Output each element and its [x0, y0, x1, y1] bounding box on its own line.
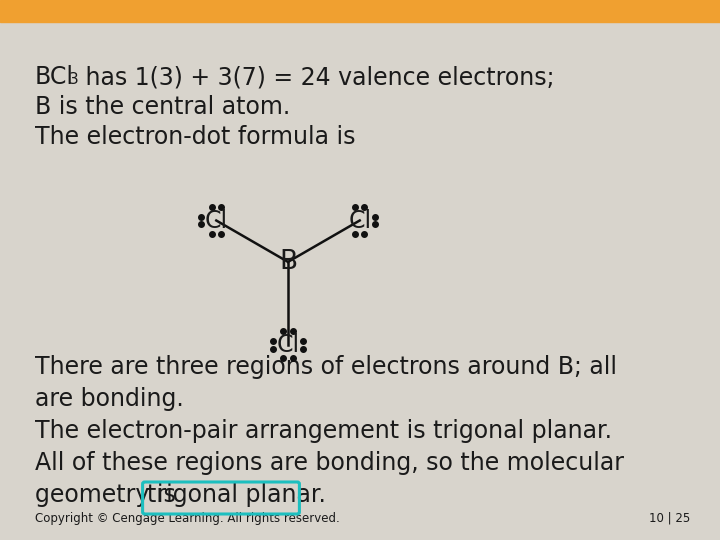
Text: There are three regions of electrons around B; all: There are three regions of electrons aro…	[35, 355, 617, 379]
Text: The electron-dot formula is: The electron-dot formula is	[35, 125, 356, 149]
Text: Cl: Cl	[348, 208, 372, 233]
Text: Cl: Cl	[276, 333, 300, 357]
Text: Cl: Cl	[204, 208, 228, 233]
Text: Copyright © Cengage Learning. All rights reserved.: Copyright © Cengage Learning. All rights…	[35, 512, 340, 525]
Text: B is the central atom.: B is the central atom.	[35, 95, 290, 119]
Text: 10 | 25: 10 | 25	[649, 512, 690, 525]
Text: geometry is: geometry is	[35, 483, 184, 507]
Text: trigonal planar.: trigonal planar.	[147, 483, 325, 507]
Text: BCl: BCl	[35, 65, 74, 89]
Text: B: B	[279, 249, 297, 275]
Text: has 1(3) + 3(7) = 24 valence electrons;: has 1(3) + 3(7) = 24 valence electrons;	[78, 65, 554, 89]
Text: The electron-pair arrangement is trigonal planar.: The electron-pair arrangement is trigona…	[35, 419, 612, 443]
Bar	[0, 0, 720, 22]
Text: All of these regions are bonding, so the molecular: All of these regions are bonding, so the…	[35, 451, 624, 475]
Text: 3: 3	[69, 72, 78, 87]
Text: are bonding.: are bonding.	[35, 387, 184, 411]
